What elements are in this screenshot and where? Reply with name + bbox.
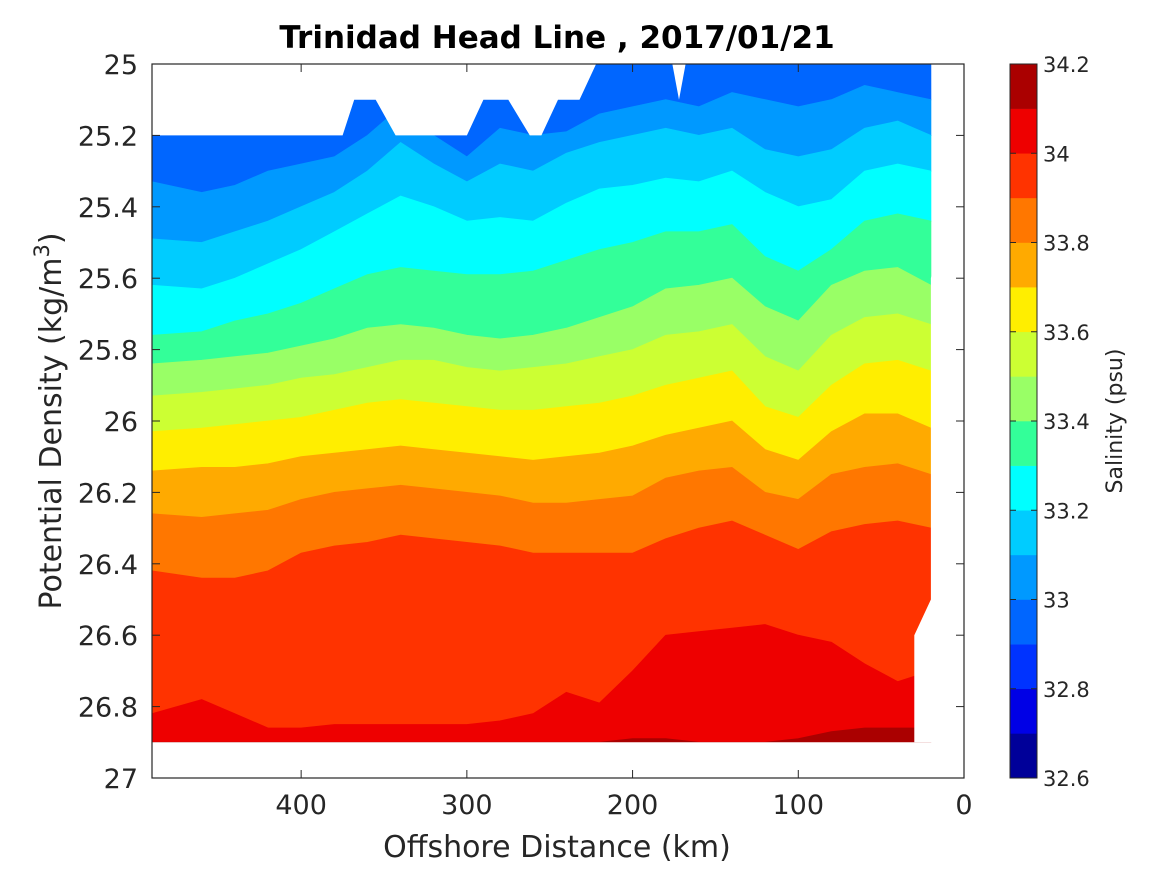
y-axis-label-superscript: 3 bbox=[30, 244, 54, 257]
colorbar-segment bbox=[1010, 153, 1037, 199]
colorbar-segment bbox=[1010, 465, 1037, 511]
colorbar-tick-label: 32.8 bbox=[1043, 678, 1090, 702]
y-tick-label: 25.8 bbox=[78, 336, 138, 367]
colorbar-segment bbox=[1010, 554, 1037, 600]
colorbar-tick-label: 34 bbox=[1043, 142, 1070, 166]
colorbar-segment bbox=[1010, 197, 1037, 243]
no-data-mask bbox=[152, 64, 964, 778]
y-axis-label: Potential Density (kg/m3) bbox=[30, 232, 69, 609]
colorbar-segment bbox=[1010, 331, 1037, 377]
colorbar-label: Salinity (psu) bbox=[1103, 349, 1128, 494]
colorbar-segment bbox=[1010, 421, 1037, 466]
colorbar-segment bbox=[1010, 108, 1037, 154]
colorbar-tick-label: 34.2 bbox=[1043, 53, 1090, 77]
colorbar bbox=[1010, 64, 1037, 779]
x-axis-label: Offshore Distance (km) bbox=[383, 830, 731, 865]
x-axis: 400 300 200 100 0 bbox=[275, 64, 973, 821]
y-axis: 25 25.2 25.4 25.6 25.8 26 26.2 26.4 26.6 26.8 27 bbox=[78, 50, 964, 795]
colorbar-segment bbox=[1010, 242, 1037, 288]
colorbar-tick-label: 33.2 bbox=[1043, 499, 1090, 523]
x-tick-label: 100 bbox=[773, 790, 825, 821]
colorbar-segment bbox=[1010, 644, 1037, 690]
y-tick-label: 26.2 bbox=[78, 478, 138, 509]
colorbar-segment bbox=[1010, 287, 1037, 333]
mask-bottom bbox=[152, 742, 964, 778]
colorbar-segment bbox=[1010, 688, 1037, 734]
colorbar-tick-label: 33 bbox=[1043, 589, 1070, 613]
y-tick-label: 26.6 bbox=[78, 621, 138, 652]
y-tick-label: 25.6 bbox=[78, 264, 138, 295]
y-axis-label-close: ) bbox=[34, 232, 69, 244]
x-tick-label: 200 bbox=[607, 790, 659, 821]
colorbar-segment bbox=[1010, 376, 1037, 422]
colorbar-ticks: 32.6 32.8 33 33.2 33.4 33.6 33.8 34 34.2 bbox=[1010, 53, 1090, 791]
x-tick-label: 0 bbox=[955, 790, 972, 821]
y-tick-label: 26.8 bbox=[78, 693, 138, 724]
colorbar-tick-label: 32.6 bbox=[1043, 767, 1090, 791]
colorbar-tick-label: 33.6 bbox=[1043, 321, 1090, 345]
y-tick-label: 25.4 bbox=[78, 193, 138, 224]
colorbar-tick-label: 33.8 bbox=[1043, 232, 1090, 256]
mask-notch bbox=[672, 64, 686, 100]
x-tick-label: 300 bbox=[441, 790, 493, 821]
chart-title: Trinidad Head Line , 2017/01/21 bbox=[279, 20, 834, 56]
colorbar-segment bbox=[1010, 510, 1037, 556]
y-tick-label: 25 bbox=[104, 50, 138, 81]
y-axis-label-main: Potential Density (kg/m bbox=[34, 258, 69, 610]
colorbar-tick-label: 33.4 bbox=[1043, 410, 1090, 434]
y-tick-label: 25.2 bbox=[78, 121, 138, 152]
colorbar-segment bbox=[1010, 64, 1037, 109]
y-tick-label: 27 bbox=[104, 764, 138, 795]
mask-top bbox=[152, 64, 597, 136]
y-tick-label: 26 bbox=[104, 407, 138, 438]
colorbar-segment bbox=[1010, 599, 1037, 645]
y-tick-label: 26.4 bbox=[78, 550, 138, 581]
mask-right bbox=[914, 64, 964, 743]
contour-fills bbox=[152, 64, 932, 743]
x-tick-label: 400 bbox=[275, 790, 327, 821]
colorbar-segment bbox=[1010, 733, 1037, 779]
